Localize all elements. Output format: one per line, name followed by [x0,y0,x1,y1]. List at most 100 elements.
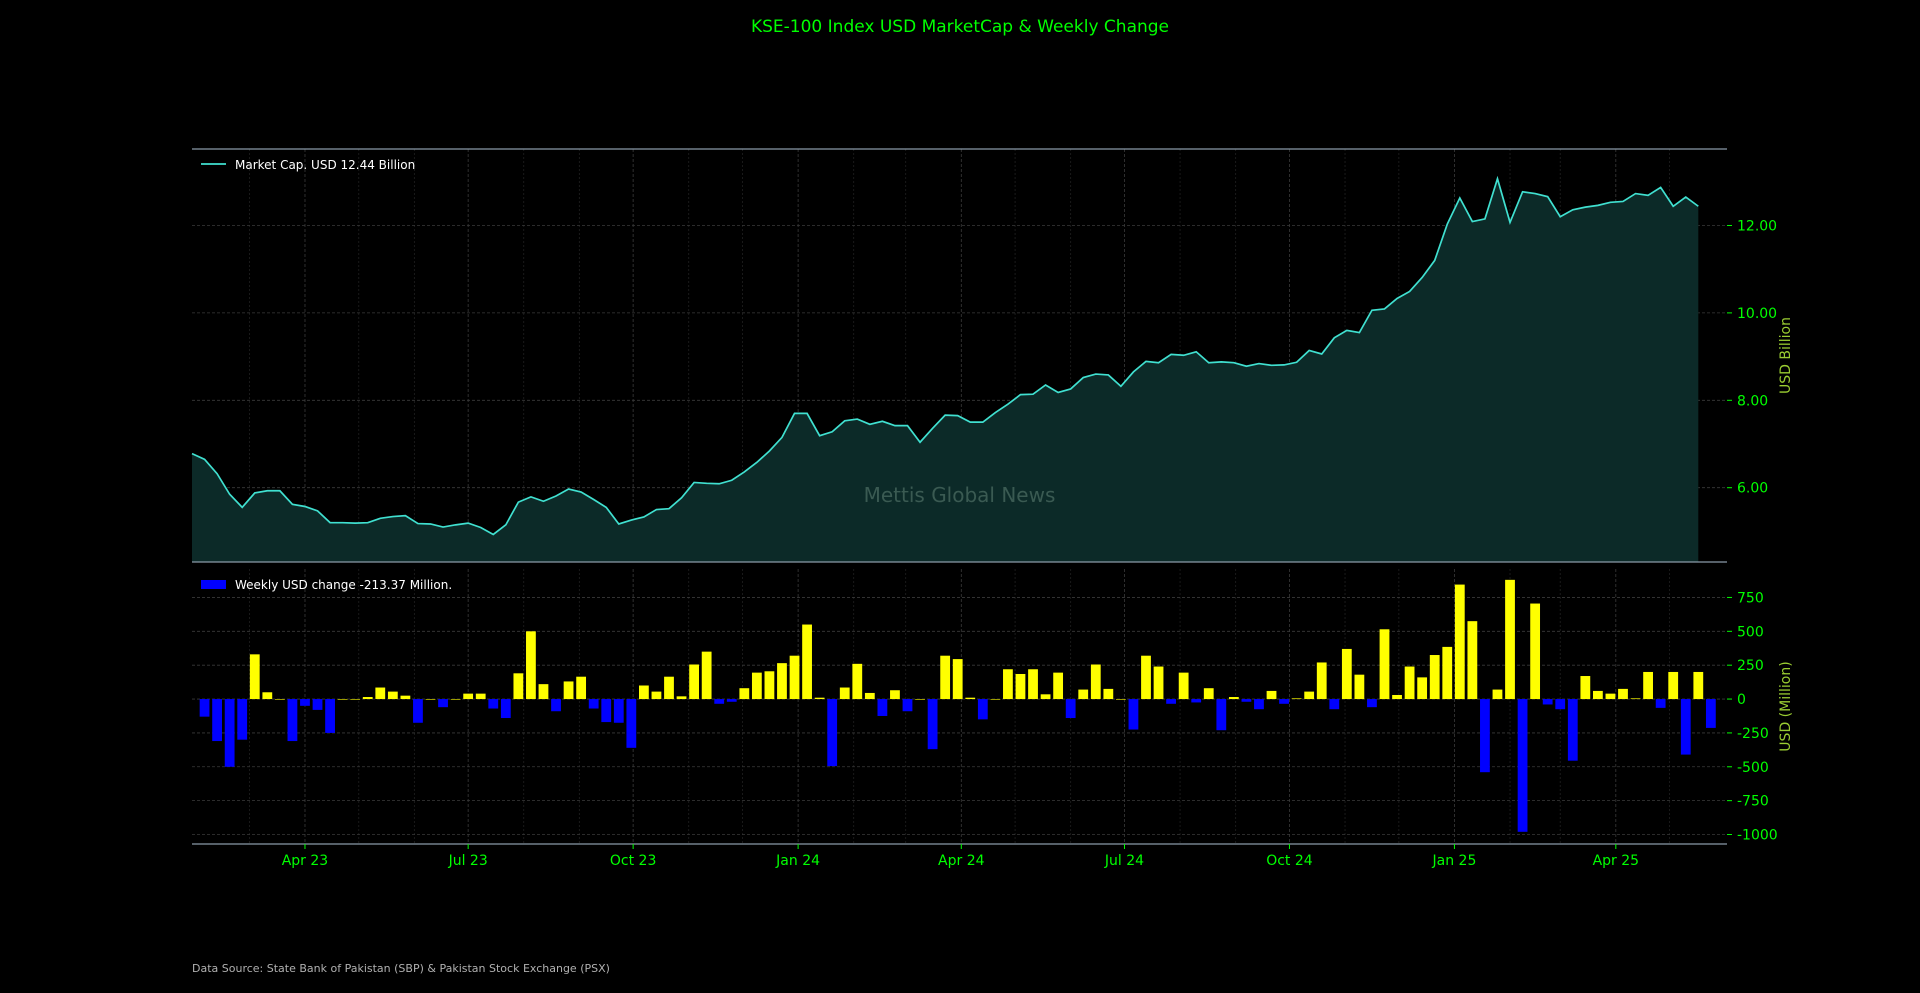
weekly-change-bar [915,699,925,700]
chart-title: KSE-100 Index USD MarketCap & Weekly Cha… [750,17,1170,37]
weekly-change-bar [802,624,812,700]
weekly-change-bar [1567,699,1578,761]
weekly-change-bar [1090,664,1101,700]
weekly-change-bar [601,699,612,723]
legend-weekly-change: Weekly USD change -213.37 Million. [235,578,452,592]
y-tick-label: -1000 [1737,828,1778,844]
weekly-change-bar [274,699,285,700]
weekly-change-bar [1003,669,1013,700]
weekly-change-bar [1442,646,1453,700]
weekly-change-bar [513,673,524,700]
weekly-change-bar [839,687,850,700]
weekly-change-bar [1454,584,1465,700]
weekly-change-bar [463,693,474,700]
weekly-change-bar [751,672,762,700]
weekly-change-bar [1153,666,1164,700]
weekly-change-bar [1404,666,1415,700]
watermark: Mettis Global News [864,483,1056,507]
weekly-change-bar [1141,655,1151,700]
weekly-change-bar [287,699,298,742]
weekly-change-bar [890,690,900,700]
weekly-change-bar [1643,671,1653,700]
weekly-change-bar [312,699,323,710]
weekly-change-bar [613,699,624,723]
x-tick-label: Oct 24 [1266,853,1313,869]
weekly-change-bar [1291,698,1302,700]
x-tick-label: Jul 24 [1104,853,1144,869]
weekly-change-bar [827,699,838,767]
weekly-change-bar [1329,699,1340,710]
weekly-change-bar [1228,697,1239,700]
weekly-change-bar [965,697,976,700]
weekly-change-bar [350,699,361,700]
weekly-change-bar [1555,699,1566,710]
weekly-change-bar [852,663,863,700]
weekly-change-bar [538,684,549,700]
weekly-change-bar [1191,699,1202,703]
x-tick-label: Jan 24 [775,853,820,869]
weekly-change-bar [1392,694,1402,700]
weekly-change-bar [1492,689,1503,700]
weekly-change-bar [1316,662,1327,700]
weekly-change-bar [777,663,787,700]
weekly-change-bar [1367,699,1377,708]
weekly-change-bar [739,688,750,700]
weekly-change-bar [237,699,248,740]
weekly-change-bar [1166,699,1176,704]
weekly-change-bar [1216,699,1227,731]
y-tick-label: 8.00 [1737,393,1768,409]
market-cap-area [192,178,1699,562]
weekly-change-bar [902,699,913,712]
weekly-change-bar [551,699,561,712]
weekly-change-bar [1618,688,1628,700]
y-tick-label: -750 [1737,794,1769,810]
weekly-change-bar [1341,648,1352,700]
weekly-change-bar [1530,603,1541,700]
weekly-change-bar [1241,699,1252,702]
weekly-change-bar [1630,698,1641,700]
weekly-change-bar [701,651,712,700]
weekly-change-bar [626,699,637,748]
weekly-change-bar [1266,690,1277,700]
weekly-change-bar [864,692,875,700]
weekly-change-bar [1115,699,1126,700]
weekly-change-bar [1279,699,1289,704]
y-tick-label: 12.00 [1737,218,1777,234]
weekly-change-bar [1015,673,1026,700]
weekly-change-bar [676,696,687,700]
weekly-change-bar [1254,699,1264,710]
weekly-change-bar [500,699,511,719]
weekly-change-bar [576,676,587,700]
weekly-change-bar [199,699,210,717]
weekly-change-bar [1505,579,1515,700]
weekly-change-bar [387,691,398,700]
weekly-change-bar [526,631,536,700]
weekly-change-bar [764,671,775,700]
weekly-change-bar [1542,699,1553,705]
weekly-change-bar [1605,693,1616,700]
weekly-change-bar [325,699,335,733]
y-tick-label: 0 [1737,692,1746,708]
weekly-change-bar [689,664,699,700]
weekly-change-bar [1128,699,1139,730]
market-cap-line [191,175,1699,536]
x-tick-label: Apr 24 [938,853,985,869]
weekly-change-bar [413,699,423,723]
weekly-change-bar [588,699,599,709]
y-tick-label: 750 [1737,590,1764,606]
weekly-change-bar [1065,699,1076,719]
weekly-change-bar [664,676,674,700]
x-tick-label: Jul 23 [448,853,488,869]
weekly-change-bar [789,655,800,700]
weekly-change-bar [1379,629,1390,700]
weekly-change-bar [224,699,235,767]
weekly-change-bar [475,693,486,700]
weekly-change-bar [639,685,649,700]
weekly-change-bar [1053,672,1064,700]
weekly-change-bar [1580,676,1591,700]
weekly-change-bar [977,699,988,720]
weekly-change-bar [1693,671,1704,700]
y-axis-label-top: USD Billion [1778,317,1794,394]
